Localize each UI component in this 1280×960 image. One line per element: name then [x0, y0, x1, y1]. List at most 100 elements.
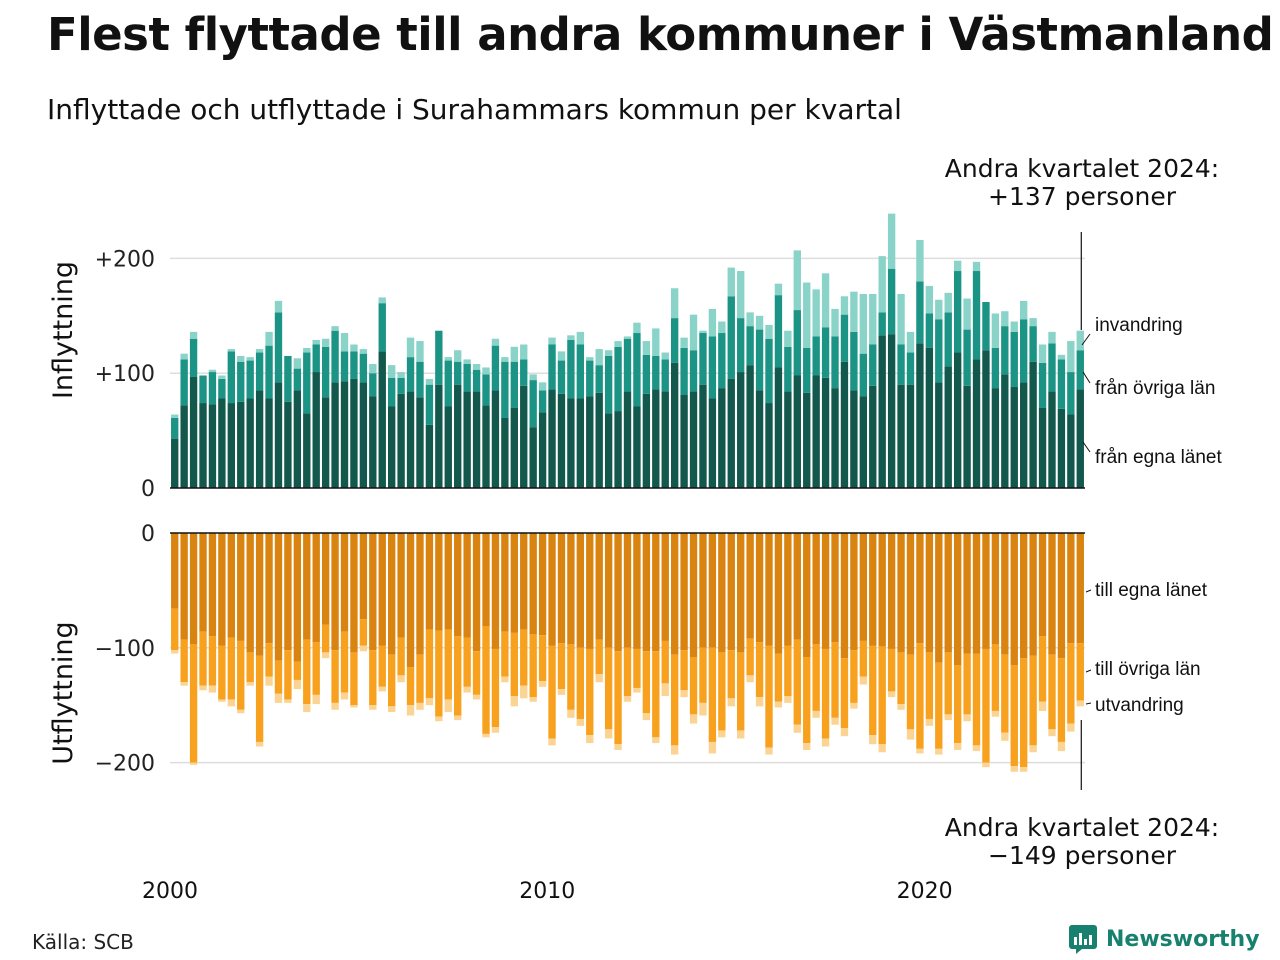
bar-in-ovriga-lan — [652, 355, 660, 390]
bar-out-ovriga-lan — [708, 647, 717, 742]
bar-in-ovriga-lan — [604, 355, 613, 414]
bar-in-ovriga-lan — [1048, 343, 1056, 392]
bar-in-invandring — [680, 337, 688, 348]
bar-in-egna-lanet — [321, 397, 330, 488]
bar-out-utvandring — [359, 645, 368, 652]
bar-out-utvandring — [246, 682, 254, 686]
bar-out-ovriga-lan — [803, 656, 811, 744]
bar-out-egna-lanet — [765, 533, 773, 646]
bar-in-ovriga-lan — [737, 318, 745, 373]
bar-out-egna-lanet — [642, 533, 651, 652]
bar-out-egna-lanet — [831, 533, 839, 643]
bar-in-egna-lanet — [557, 393, 566, 488]
bar-out-utvandring — [538, 681, 547, 687]
y-tick-label: 0 — [141, 522, 155, 547]
bar-out-egna-lanet — [878, 533, 886, 647]
bar-out-egna-lanet — [520, 533, 528, 630]
bar-out-utvandring — [793, 724, 801, 733]
bar-out-egna-lanet — [1038, 533, 1047, 637]
x-tick-label: 2020 — [897, 879, 953, 904]
bar-out-utvandring — [567, 709, 575, 718]
bar-out-egna-lanet — [774, 533, 783, 654]
bar-out-utvandring — [765, 747, 773, 755]
bar-in-invandring — [604, 350, 613, 356]
bar-out-ovriga-lan — [557, 643, 566, 690]
bar-in-egna-lanet — [793, 375, 801, 488]
bar-out-utvandring — [699, 702, 707, 716]
bar-in-ovriga-lan — [180, 359, 188, 406]
bar-in-egna-lanet — [1001, 374, 1009, 488]
bar-in-ovriga-lan — [963, 329, 971, 386]
bar-in-egna-lanet — [180, 405, 188, 488]
bar-in-egna-lanet — [1010, 386, 1018, 488]
bar-in-ovriga-lan — [755, 329, 764, 391]
bar-in-egna-lanet — [982, 350, 990, 488]
series-label-utvandring: utvandring — [1095, 695, 1184, 716]
bar-out-utvandring — [350, 705, 358, 708]
bar-out-egna-lanet — [586, 533, 594, 649]
bar-in-egna-lanet — [340, 381, 349, 488]
bar-out-egna-lanet — [982, 533, 990, 649]
bar-out-utvandring — [614, 744, 622, 750]
bar-in-invandring — [925, 285, 934, 314]
bar-out-ovriga-lan — [1029, 655, 1037, 746]
bar-out-ovriga-lan — [312, 642, 320, 695]
bar-out-egna-lanet — [737, 533, 745, 653]
bar-in-invandring — [218, 375, 226, 379]
bar-in-invandring — [840, 296, 849, 315]
bar-out-egna-lanet — [218, 533, 226, 646]
bar-out-utvandring — [972, 745, 981, 752]
bar-in-ovriga-lan — [510, 361, 518, 408]
bar-in-ovriga-lan — [746, 326, 754, 366]
bar-in-invandring — [774, 283, 783, 296]
bar-out-ovriga-lan — [350, 652, 358, 706]
bar-in-invandring — [180, 353, 188, 360]
bar-out-ovriga-lan — [378, 645, 386, 687]
bar-out-utvandring — [840, 728, 849, 737]
bar-out-ovriga-lan — [925, 652, 934, 719]
bar-out-utvandring — [369, 705, 377, 710]
bar-out-egna-lanet — [255, 533, 264, 656]
bar-out-utvandring — [1048, 729, 1056, 737]
bar-out-ovriga-lan — [218, 645, 226, 700]
bar-out-utvandring — [425, 698, 434, 706]
label-leader — [1085, 589, 1092, 593]
bar-in-ovriga-lan — [670, 318, 679, 363]
bar-out-egna-lanet — [859, 533, 868, 641]
bar-in-invandring — [255, 349, 264, 353]
bar-in-ovriga-lan — [982, 302, 990, 351]
bar-in-invandring — [557, 351, 566, 361]
bar-in-invandring — [491, 338, 500, 346]
bar-out-ovriga-lan — [246, 652, 254, 683]
bar-out-ovriga-lan — [604, 647, 613, 730]
bar-in-ovriga-lan — [831, 336, 839, 389]
bar-in-egna-lanet — [1029, 361, 1037, 488]
bar-out-ovriga-lan — [840, 658, 849, 729]
bar-in-egna-lanet — [623, 391, 632, 488]
bar-in-egna-lanet — [887, 334, 896, 488]
bar-in-egna-lanet — [963, 385, 971, 488]
bar-in-invandring — [482, 367, 490, 375]
bar-out-egna-lanet — [293, 533, 302, 662]
bar-out-utvandring — [463, 686, 471, 693]
bar-in-ovriga-lan — [538, 390, 547, 413]
bar-in-ovriga-lan — [199, 375, 207, 404]
bar-in-invandring — [265, 331, 273, 346]
bar-in-invandring — [444, 357, 452, 361]
bar-out-ovriga-lan — [774, 653, 783, 702]
bar-out-utvandring — [1057, 741, 1066, 752]
bar-in-invandring — [944, 292, 952, 313]
bar-out-utvandring — [859, 676, 868, 685]
bar-out-ovriga-lan — [340, 631, 349, 693]
bar-in-egna-lanet — [425, 424, 434, 488]
bar-in-ovriga-lan — [444, 360, 452, 407]
bar-in-egna-lanet — [406, 391, 415, 488]
bar-out-ovriga-lan — [953, 665, 962, 744]
bar-out-utvandring — [416, 702, 424, 710]
bar-in-egna-lanet — [255, 390, 264, 488]
bar-out-utvandring — [171, 650, 179, 654]
bar-out-egna-lanet — [718, 533, 726, 653]
bar-out-utvandring — [472, 694, 481, 700]
bar-out-utvandring — [916, 748, 924, 754]
bar-in-ovriga-lan — [529, 380, 537, 428]
